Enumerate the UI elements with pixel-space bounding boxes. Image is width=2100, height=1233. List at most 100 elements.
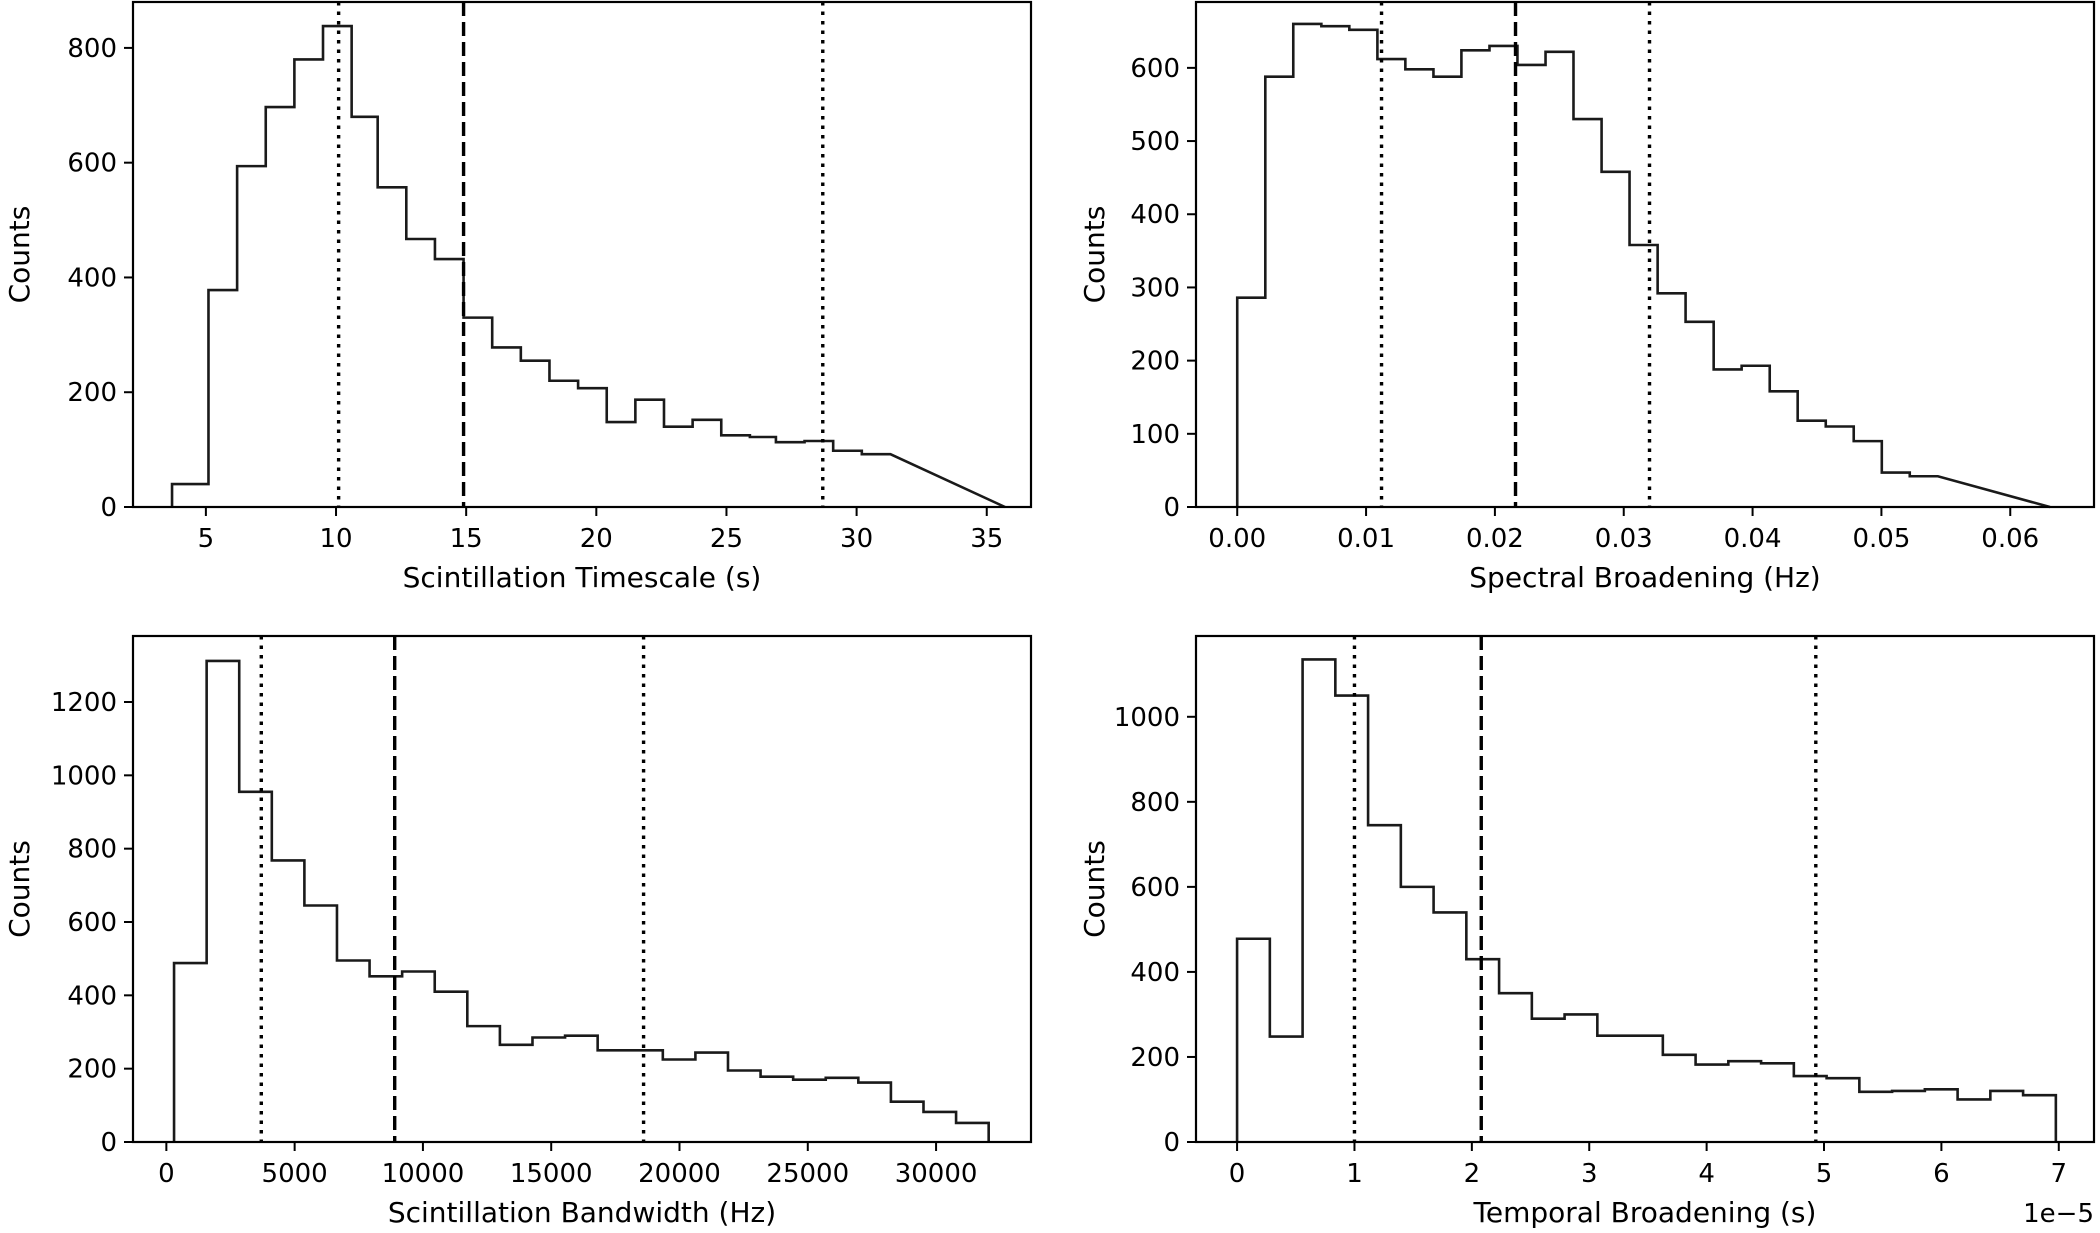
histogram-bin	[1349, 30, 1377, 507]
x-tick-label: 20000	[638, 1159, 721, 1189]
x-tick-label: 0	[158, 1159, 175, 1189]
histogram-bin	[728, 1071, 761, 1143]
x-tick-label: 25	[710, 524, 743, 554]
histogram-bin	[721, 435, 750, 507]
x-tick-label: 30	[840, 524, 873, 554]
histogram-step-outline	[172, 659, 990, 1142]
x-tick-label: 0.01	[1337, 524, 1395, 554]
x-tick-label: 0.03	[1595, 524, 1653, 554]
histogram-bin	[1798, 421, 1826, 507]
histogram-bin	[695, 1053, 728, 1142]
y-tick-label: 200	[1130, 347, 1180, 377]
histogram-bin	[208, 290, 237, 507]
histogram-bin	[1265, 77, 1293, 507]
histogram-bin	[858, 1083, 891, 1142]
histogram-bin	[750, 437, 776, 507]
y-tick-label: 0	[1163, 1128, 1180, 1158]
axes-frame	[1194, 634, 2096, 1144]
histogram-bin	[776, 442, 805, 507]
y-axis-label: Counts	[3, 840, 36, 938]
histogram-bin	[664, 427, 693, 507]
histogram-bin	[630, 1050, 663, 1142]
y-axis-label: Counts	[1078, 206, 1111, 304]
histogram-bin	[500, 1045, 533, 1142]
x-tick-label: 15	[450, 524, 483, 554]
histogram-bin	[1826, 426, 1854, 507]
axes-frame	[1194, 0, 2096, 509]
histogram-bin	[435, 259, 464, 507]
x-tick-label: 0.05	[1852, 524, 1910, 554]
histogram-bin	[891, 1102, 924, 1142]
histogram-bin	[521, 361, 550, 507]
y-tick-label: 600	[67, 908, 117, 938]
x-tick-label: 3	[1581, 1159, 1598, 1189]
histogram-bin	[239, 792, 255, 1142]
y-axis-label: Counts	[1078, 840, 1111, 938]
histogram-bin	[1293, 24, 1321, 507]
histogram-bin	[1303, 659, 1336, 1142]
x-tick-label: 0.06	[1981, 524, 2039, 554]
x-tick-label: 0.02	[1466, 524, 1524, 554]
histogram-step-outline	[1235, 658, 2058, 1142]
histogram-bin	[1461, 50, 1489, 507]
histogram-bin	[1517, 65, 1545, 507]
x-tick-label: 0.00	[1208, 524, 1266, 554]
panel-scintillation-bandwidth: 0 5000 10000 15000 20000 25000 30000 0 200 400 600…	[3, 634, 1033, 1229]
histogram-bin	[924, 1112, 957, 1142]
histogram-bin	[793, 1080, 826, 1142]
histogram-bin	[1237, 939, 1270, 1142]
histogram-bin	[1532, 1019, 1565, 1142]
histogram-bin	[1489, 46, 1517, 507]
panel-temporal-broadening: 0 1 2 3 4 5 6 7 0 200 400 600 800 1000 Temporal Broade…	[1078, 634, 2096, 1229]
y-tick-label: 600	[1130, 873, 1180, 903]
histogram-bin	[492, 347, 521, 507]
histogram-bin	[635, 400, 664, 507]
x-tick-label: 20	[580, 524, 613, 554]
histogram-bin	[1770, 391, 1798, 507]
histogram-bin	[1663, 1055, 1696, 1142]
histogram-bin	[1859, 1092, 1892, 1142]
histogram-bin	[1794, 1076, 1827, 1142]
y-tick-label: 0	[1163, 493, 1180, 523]
panel-scintillation-timescale: 5 10 15 20 25 30 35 0 200 400 600 800 Scintillation …	[3, 0, 1033, 594]
histogram-bin	[255, 792, 271, 1142]
histogram-bin	[1696, 1065, 1729, 1142]
x-tick-label: 15000	[510, 1159, 593, 1189]
x-tick-label: 6	[1933, 1159, 1950, 1189]
histogram-bin	[1499, 993, 1532, 1142]
histogram-bin	[1237, 298, 1265, 507]
histogram-bin	[1990, 1091, 2023, 1142]
histogram-bin	[1892, 1091, 1925, 1142]
x-tick-label: 10	[319, 524, 352, 554]
x-axis-offset-label: 1e−5	[2023, 1199, 2094, 1229]
histogram-bin	[607, 422, 636, 507]
axes-frame	[131, 634, 1033, 1144]
y-tick-label: 400	[67, 263, 117, 293]
histogram-bin	[1565, 1014, 1598, 1142]
histogram-bin	[833, 451, 862, 507]
y-tick-label: 600	[67, 149, 117, 179]
histogram-bin	[304, 906, 337, 1143]
x-axis-label: Scintillation Bandwidth (Hz)	[388, 1196, 776, 1229]
histogram-bin	[174, 963, 207, 1142]
histogram-bin	[467, 1026, 500, 1142]
x-tick-label: 5000	[262, 1159, 328, 1189]
x-tick-label: 0	[1229, 1159, 1246, 1189]
histogram-bin	[1434, 912, 1467, 1142]
y-tick-label: 100	[1130, 420, 1180, 450]
histogram-bin	[1958, 1099, 1991, 1142]
histogram-bin	[1686, 322, 1714, 507]
histogram-bin	[352, 117, 378, 507]
axes-frame	[131, 0, 1033, 509]
x-tick-label: 0.04	[1724, 524, 1782, 554]
x-tick-label: 1	[1346, 1159, 1363, 1189]
x-tick-label: 25000	[766, 1159, 849, 1189]
histogram-bin	[1573, 119, 1601, 507]
histogram-bin	[1728, 1061, 1761, 1142]
y-tick-label: 200	[67, 378, 117, 408]
y-tick-label: 800	[1130, 788, 1180, 818]
x-axis-label: Scintillation Timescale (s)	[403, 561, 762, 594]
y-tick-label: 0	[100, 493, 117, 523]
histogram-bin	[598, 1050, 631, 1142]
histogram-bin	[237, 166, 266, 507]
